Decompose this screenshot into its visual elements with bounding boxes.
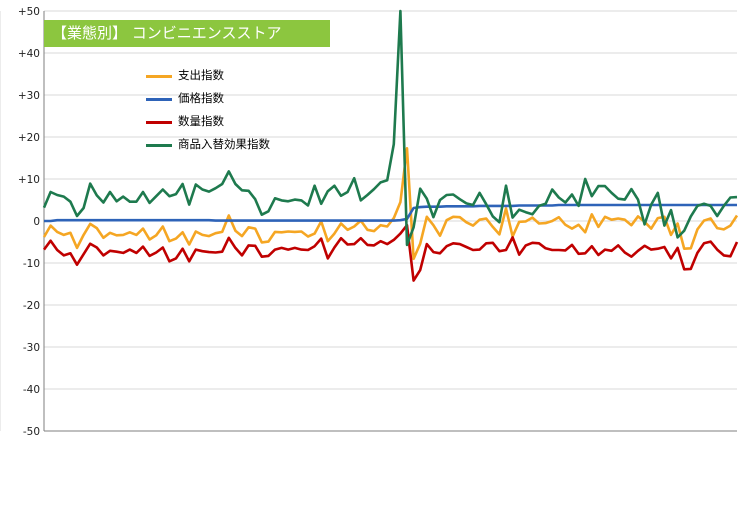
legend: 支出指数 価格指数 数量指数 商品入替効果指数 [146,64,270,156]
y-tick-label: +20 [18,132,40,144]
y-tick-label: -40 [23,384,40,396]
y-tick-label: -10 [23,258,40,270]
series-line-3 [42,9,738,247]
y-tick-label: +50 [18,6,40,18]
legend-label-replacement: 商品入替効果指数 [178,137,270,151]
legend-label-price: 価格指数 [178,91,224,105]
legend-swatch-price [146,98,172,101]
legend-item-price: 価格指数 [146,87,270,110]
y-tick-label: 0 [33,216,40,228]
chart-title: 【業態別】 コンビニエンスストア [44,20,330,47]
legend-item-quantity: 数量指数 [146,110,270,133]
y-tick-label: -30 [23,342,40,354]
series-line-2 [42,223,739,282]
y-tick-label: +30 [18,90,40,102]
y-tick-label: +40 [18,48,40,60]
legend-swatch-spending [146,75,172,78]
legend-swatch-replacement [146,144,172,147]
series-line-1 [44,203,737,223]
y-tick-label: -20 [23,300,40,312]
legend-item-replacement: 商品入替効果指数 [146,133,270,156]
y-tick-label: -50 [23,426,40,438]
legend-item-spending: 支出指数 [146,64,270,87]
legend-label-quantity: 数量指数 [178,114,224,128]
series-line-0 [42,147,739,261]
y-tick-label: +10 [18,174,40,186]
legend-swatch-quantity [146,121,172,124]
legend-label-spending: 支出指数 [178,68,224,82]
